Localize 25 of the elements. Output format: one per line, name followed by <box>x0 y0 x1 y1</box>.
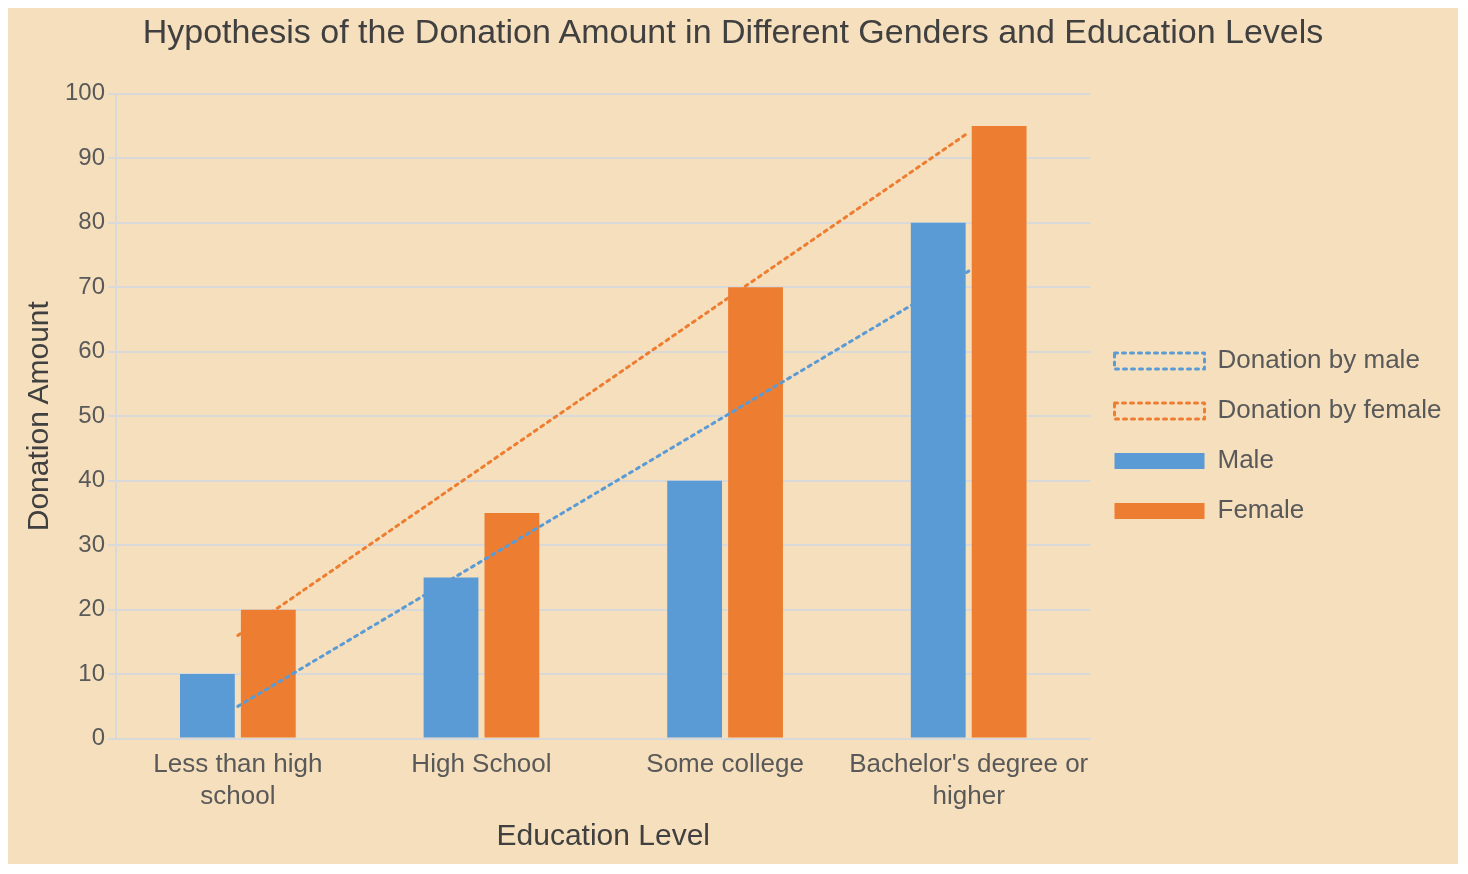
x-tick-label: High School <box>411 748 552 779</box>
y-tick-label: 80 <box>78 207 106 235</box>
legend-label: Male <box>1217 444 1274 475</box>
x-tick-label: Less than high school <box>153 748 323 810</box>
legend-label: Donation by male <box>1217 344 1420 375</box>
y-tick-label: 100 <box>65 78 106 106</box>
y-tick-label: 70 <box>78 271 106 299</box>
x-tick-label: Bachelor's degree or higher <box>849 748 1089 810</box>
y-tick-label: 30 <box>78 529 106 557</box>
y-tick-label: 60 <box>78 336 106 364</box>
y-tick-label: 40 <box>78 465 106 493</box>
y-tick-label: 10 <box>78 658 106 686</box>
legend-label: Female <box>1217 494 1305 525</box>
chart-title: Hypothesis of the Donation Amount in Different Genders and Education Levels <box>142 11 1324 50</box>
y-tick-label: 0 <box>91 723 106 751</box>
x-tick-label: Some college <box>646 748 804 779</box>
bar <box>484 512 540 738</box>
y-tick-label: 50 <box>78 400 106 428</box>
x-axis-title: Education Level <box>496 818 711 852</box>
bar <box>971 126 1027 738</box>
legend-label: Donation by female <box>1217 394 1442 425</box>
bar <box>667 480 723 738</box>
y-axis-title: Donation Amount <box>21 300 55 532</box>
y-tick-label: 90 <box>78 142 106 170</box>
y-tick-label: 20 <box>78 594 106 622</box>
